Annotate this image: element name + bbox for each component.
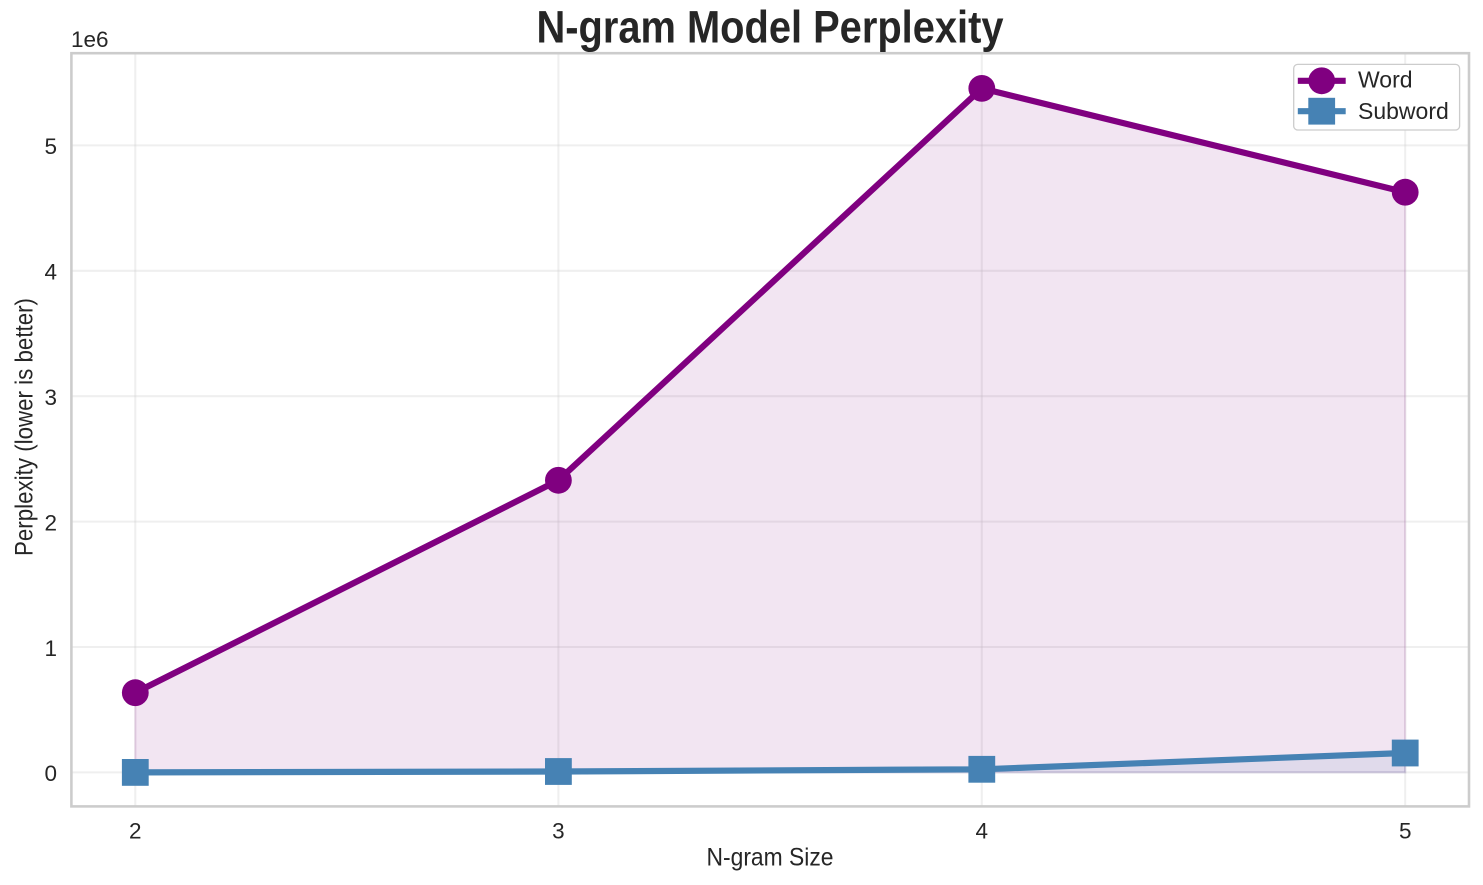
svg-text:Word: Word [1358,67,1413,93]
svg-text:0: 0 [44,761,57,786]
svg-text:2: 2 [129,818,142,843]
svg-text:3: 3 [552,818,565,843]
svg-text:1e6: 1e6 [71,27,109,52]
svg-text:5: 5 [1399,818,1412,843]
svg-text:4: 4 [976,818,989,843]
svg-text:5: 5 [44,134,57,159]
svg-text:1: 1 [44,636,57,661]
svg-text:Subword: Subword [1358,98,1449,124]
svg-text:2: 2 [44,510,57,535]
svg-text:Perplexity (lower is better): Perplexity (lower is better) [11,298,39,556]
svg-text:N-gram Size: N-gram Size [707,844,834,872]
svg-text:3: 3 [44,385,57,410]
svg-text:4: 4 [44,260,57,285]
svg-text:N-gram Model Perplexity: N-gram Model Perplexity [537,2,1004,53]
